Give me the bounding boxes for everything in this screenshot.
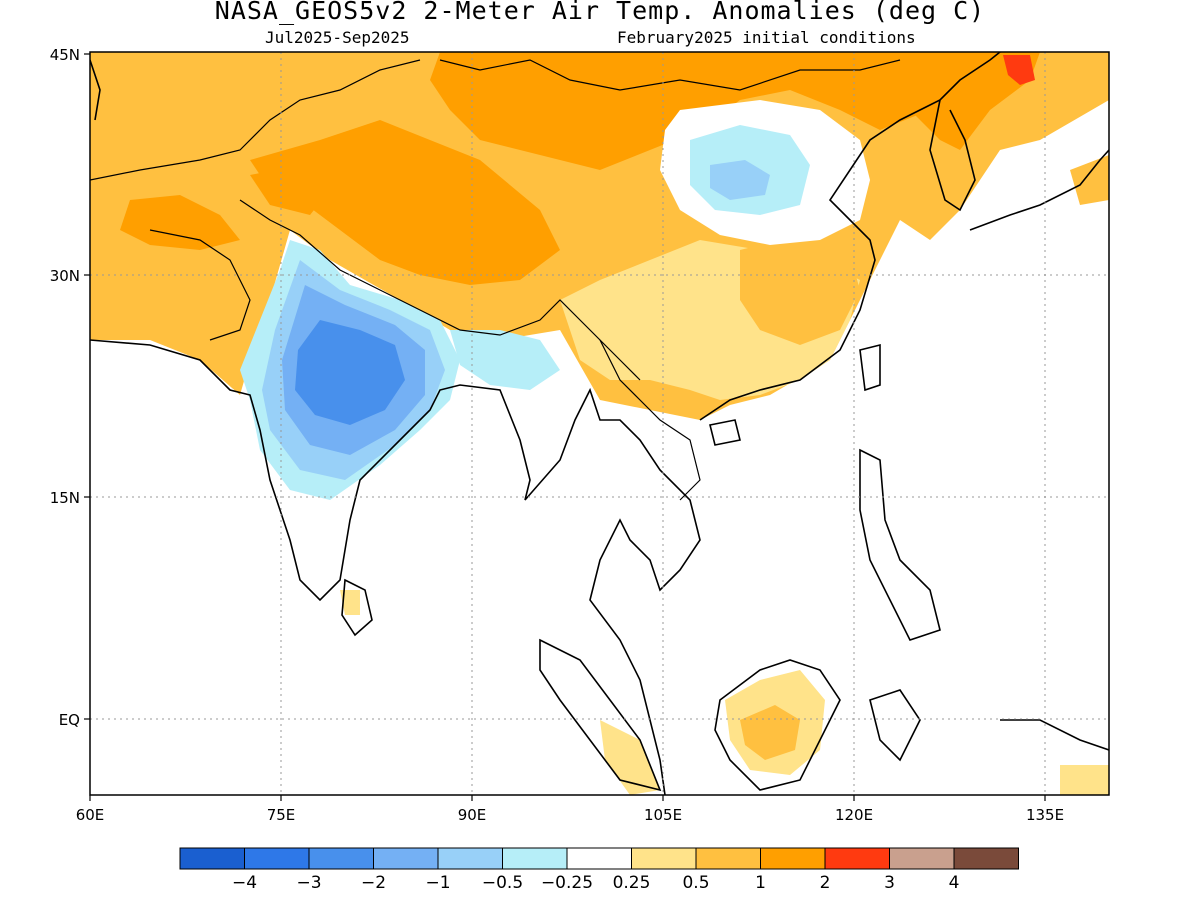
coast-hainan bbox=[709, 419, 741, 446]
border-pakistan bbox=[149, 229, 251, 341]
colorbar-swatch bbox=[889, 847, 955, 870]
colorbar-label: −1 bbox=[425, 873, 450, 893]
colorbar-label: 4 bbox=[949, 873, 960, 893]
colorbar-swatch bbox=[373, 847, 439, 870]
warm-japan bbox=[1070, 155, 1109, 205]
colorbar-swatch bbox=[502, 847, 568, 870]
warmer-borneo bbox=[740, 705, 800, 760]
coastlines bbox=[90, 52, 1109, 795]
border-central-asia bbox=[90, 59, 421, 181]
coast-sulawesi bbox=[869, 689, 921, 762]
coast-caspian bbox=[90, 59, 101, 121]
colorbar-label: −4 bbox=[232, 873, 257, 893]
coast-south-asia bbox=[90, 339, 701, 795]
lat-label-45n: 45N bbox=[50, 46, 80, 64]
cool-india-3 bbox=[295, 320, 405, 425]
border-china-mongolia bbox=[439, 59, 901, 91]
coast-japan bbox=[969, 149, 1109, 231]
colorbar-label: 0.25 bbox=[613, 873, 651, 893]
strong-warm-pakistan bbox=[250, 165, 330, 215]
colorbar-label: 0.5 bbox=[682, 873, 709, 893]
anomaly-fields bbox=[90, 52, 1109, 795]
coast-sumatra bbox=[539, 638, 662, 792]
strong-warm-central-asia bbox=[120, 195, 240, 250]
coast-philippines bbox=[859, 448, 941, 641]
coast-new-guinea bbox=[1000, 719, 1109, 751]
gridlines bbox=[90, 52, 1109, 795]
lon-label-135e: 135E bbox=[1026, 806, 1064, 824]
colorbar-label: −2 bbox=[361, 873, 386, 893]
lon-label-105e: 105E bbox=[644, 806, 682, 824]
coast-taiwan bbox=[859, 343, 881, 392]
forecast-period: Jul2025-Sep2025 bbox=[265, 28, 410, 47]
colorbar-swatch bbox=[308, 847, 374, 870]
colorbar-swatch bbox=[824, 847, 890, 870]
lat-label-eq: EQ bbox=[59, 711, 80, 729]
warm-sri-lanka bbox=[340, 590, 360, 615]
colorbar-label: −0.25 bbox=[541, 873, 593, 893]
coast-borneo bbox=[714, 659, 841, 791]
colorbar-label: 1 bbox=[755, 873, 766, 893]
colorbar-swatch bbox=[244, 847, 310, 870]
cool-northeast-india bbox=[450, 330, 560, 390]
moderate-warm-south-china bbox=[740, 235, 860, 345]
lat-label-30n: 30N bbox=[50, 267, 80, 285]
border-himalaya bbox=[239, 199, 641, 381]
axis-ticks bbox=[84, 53, 1046, 801]
lon-label-120e: 120E bbox=[835, 806, 873, 824]
colorbar-swatch bbox=[695, 847, 761, 870]
cooler-north-china bbox=[710, 160, 770, 200]
border-southeast-asia bbox=[599, 339, 701, 501]
warm-new-guinea bbox=[1060, 765, 1109, 795]
colorbar-label: −3 bbox=[296, 873, 321, 893]
colorbar-label: 2 bbox=[820, 873, 831, 893]
hot-korea bbox=[1003, 55, 1035, 85]
coast-sri-lanka bbox=[341, 578, 373, 637]
map-frame bbox=[89, 51, 1110, 796]
colorbar-swatch bbox=[760, 847, 826, 870]
colorbar-swatch bbox=[631, 847, 697, 870]
lat-label-15n: 15N bbox=[50, 489, 80, 507]
colorbar-swatch bbox=[437, 847, 503, 870]
colorbar-label: 3 bbox=[884, 873, 895, 893]
strong-warm-tibet bbox=[250, 120, 560, 285]
colorbar-swatch bbox=[953, 847, 1019, 870]
warm-sumatra bbox=[600, 720, 660, 795]
colorbar: −4 −3 −2 −1 −0.5 −0.25 0.25 0.5 1 2 3 4 bbox=[179, 847, 1019, 893]
colorbar-swatch bbox=[566, 847, 632, 870]
lon-label-60e: 60E bbox=[76, 806, 105, 824]
map-title: NASA_GEOS5v2 2-Meter Air Temp. Anomalies… bbox=[214, 0, 986, 25]
lon-label-90e: 90E bbox=[458, 806, 487, 824]
coast-east-asia bbox=[699, 52, 1001, 421]
colorbar-label: −0.5 bbox=[482, 873, 523, 893]
initial-conditions: February2025 initial conditions bbox=[617, 28, 916, 47]
coast-korea bbox=[929, 99, 976, 212]
lon-label-75e: 75E bbox=[267, 806, 296, 824]
colorbar-swatch bbox=[179, 847, 245, 870]
